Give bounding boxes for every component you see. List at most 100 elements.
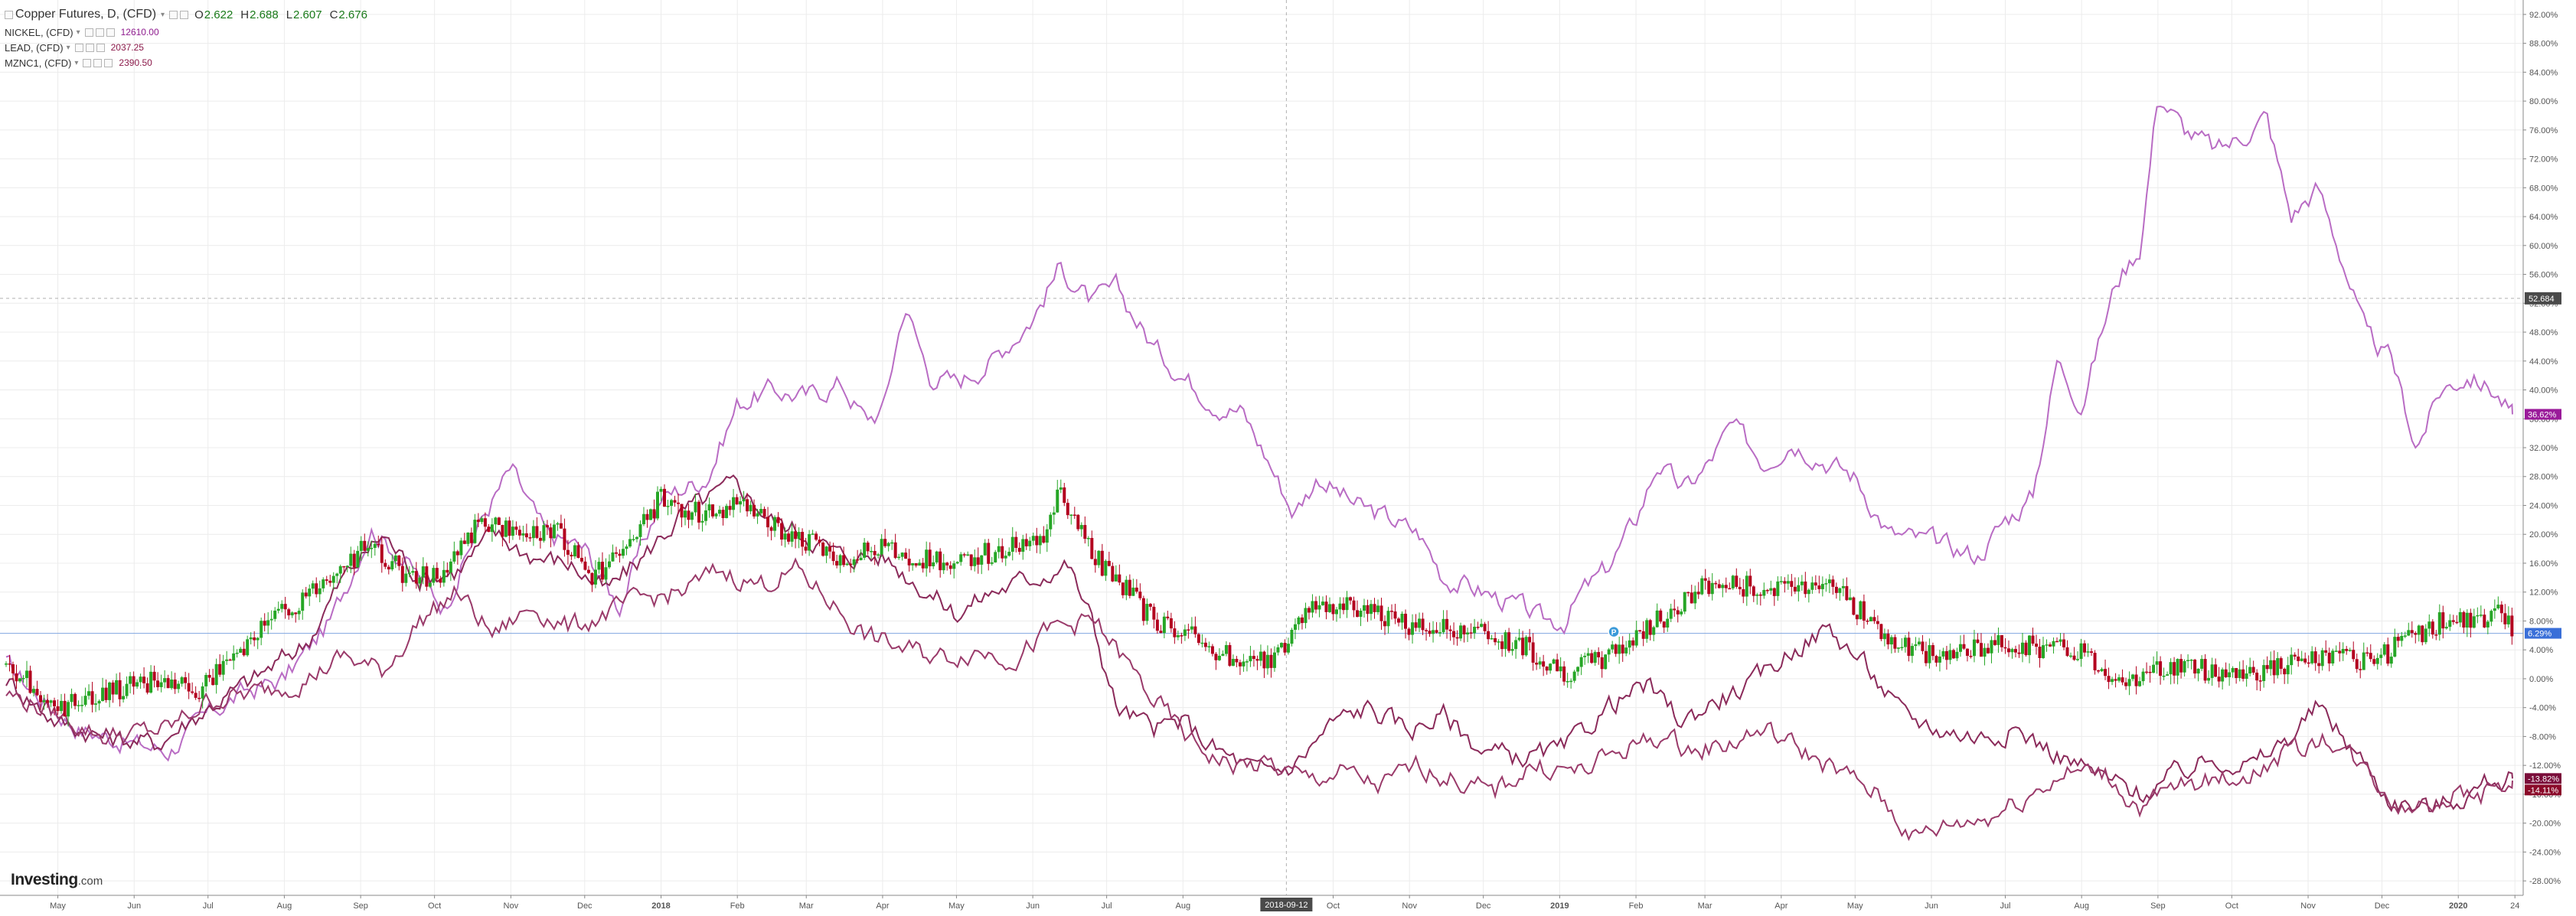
candle-down bbox=[2055, 641, 2059, 643]
candle-down bbox=[1845, 585, 1849, 601]
candle-up bbox=[1841, 585, 1845, 588]
candle-up bbox=[2506, 615, 2510, 624]
candle-down bbox=[907, 558, 911, 566]
candle-up bbox=[824, 546, 828, 556]
candle-up bbox=[1007, 552, 1011, 556]
candle-up bbox=[597, 562, 601, 570]
candle-down bbox=[1393, 611, 1397, 619]
candle-up bbox=[1162, 616, 1166, 634]
candle-down bbox=[1724, 585, 1728, 588]
candle-down bbox=[1203, 642, 1207, 647]
candle-down bbox=[2203, 659, 2207, 681]
candle-up bbox=[1941, 650, 1945, 657]
event-marker-icon bbox=[1608, 625, 1620, 638]
x-tick-label: Feb bbox=[1629, 901, 1644, 911]
series-settings-icon[interactable] bbox=[85, 43, 94, 52]
candle-up bbox=[2141, 671, 2145, 682]
candle-down bbox=[787, 533, 791, 542]
candle-down bbox=[1804, 581, 1807, 595]
x-tick-label: Feb bbox=[730, 901, 745, 911]
candle-down bbox=[425, 566, 429, 587]
hide-series-icon[interactable] bbox=[84, 28, 93, 37]
candle-down bbox=[191, 691, 194, 693]
candle-up bbox=[442, 569, 446, 583]
series-settings-icon[interactable] bbox=[180, 10, 189, 19]
candle-up bbox=[925, 549, 929, 569]
candle-up bbox=[290, 612, 294, 616]
candle-up bbox=[1503, 632, 1507, 650]
candle-down bbox=[435, 568, 439, 579]
candle-up bbox=[32, 689, 36, 693]
candle-up bbox=[1838, 588, 1842, 593]
candle-up bbox=[1370, 604, 1373, 614]
candle-up bbox=[1290, 630, 1294, 644]
candle-down bbox=[2510, 615, 2514, 637]
symbol-menu-chevron-down-icon[interactable]: ▾ bbox=[161, 10, 165, 19]
candle-down bbox=[563, 528, 566, 550]
y-tick-label: 28.00% bbox=[2529, 473, 2558, 482]
candle-down bbox=[118, 680, 122, 699]
candle-down bbox=[828, 546, 832, 552]
hide-series-icon[interactable] bbox=[169, 10, 178, 19]
candle-up bbox=[911, 562, 915, 566]
candle-up bbox=[273, 611, 277, 619]
candle-down bbox=[2121, 677, 2124, 683]
candle-up bbox=[1104, 560, 1108, 576]
candle-down bbox=[2434, 634, 2438, 636]
candle-down bbox=[2148, 671, 2152, 673]
candle-down bbox=[1676, 610, 1680, 614]
candle-down bbox=[2159, 661, 2163, 676]
candle-up bbox=[1279, 643, 1283, 647]
legend-compare-row[interactable]: LEAD, (CFD) ▾ 2037.25 bbox=[5, 40, 375, 55]
candle-up bbox=[249, 637, 253, 640]
chevron-down-icon[interactable]: ▾ bbox=[76, 28, 80, 37]
candle-up bbox=[628, 539, 632, 547]
candle-down bbox=[1717, 584, 1721, 588]
compare-value: 2037.25 bbox=[110, 42, 144, 53]
legend-compare-row[interactable]: NICKEL, (CFD) ▾ 12610.00 bbox=[5, 24, 375, 40]
candle-up bbox=[932, 562, 935, 566]
chevron-down-icon[interactable]: ▾ bbox=[66, 43, 70, 52]
candle-down bbox=[948, 565, 952, 569]
candle-down bbox=[287, 609, 291, 616]
remove-series-icon[interactable] bbox=[104, 58, 113, 67]
candle-up bbox=[1010, 536, 1014, 553]
chevron-down-icon[interactable]: ▾ bbox=[74, 58, 79, 67]
candle-down bbox=[893, 542, 897, 559]
candle-down bbox=[735, 497, 739, 505]
candle-down bbox=[1407, 628, 1411, 635]
candle-down bbox=[1521, 637, 1525, 656]
candle-down bbox=[762, 509, 766, 517]
candle-up bbox=[1056, 489, 1059, 513]
candle-up bbox=[2166, 674, 2170, 676]
hide-series-icon[interactable] bbox=[83, 58, 92, 67]
series-settings-icon[interactable] bbox=[93, 58, 103, 67]
candle-up bbox=[725, 506, 729, 519]
candle-down bbox=[1111, 566, 1115, 582]
remove-series-icon[interactable] bbox=[96, 43, 105, 52]
candle-up bbox=[2444, 627, 2448, 629]
candle-up bbox=[335, 573, 339, 576]
candle-up bbox=[1611, 644, 1614, 650]
candle-down bbox=[1817, 585, 1821, 589]
collapse-legend-icon[interactable] bbox=[5, 10, 13, 19]
hide-series-icon[interactable] bbox=[74, 43, 83, 52]
candle-down bbox=[1814, 582, 1817, 586]
candle-down bbox=[842, 555, 846, 566]
legend-main-row[interactable]: Copper Futures, D, (CFD) ▾ O2.622 H2.688… bbox=[5, 5, 375, 24]
candle-down bbox=[566, 549, 570, 555]
candle-up bbox=[655, 491, 659, 519]
candle-down bbox=[1252, 656, 1255, 660]
legend-compare-row[interactable]: MZNC1, (CFD) ▾ 2390.50 bbox=[5, 55, 375, 70]
candle-up bbox=[2310, 651, 2314, 663]
candle-up bbox=[635, 536, 638, 539]
x-tick-label: Aug bbox=[1176, 901, 1191, 911]
series-settings-icon[interactable] bbox=[95, 28, 104, 37]
candle-up bbox=[2276, 658, 2280, 676]
y-tick-label: 44.00% bbox=[2529, 357, 2558, 367]
candle-down bbox=[207, 675, 211, 678]
remove-series-icon[interactable] bbox=[106, 28, 115, 37]
candle-down bbox=[1921, 641, 1925, 651]
